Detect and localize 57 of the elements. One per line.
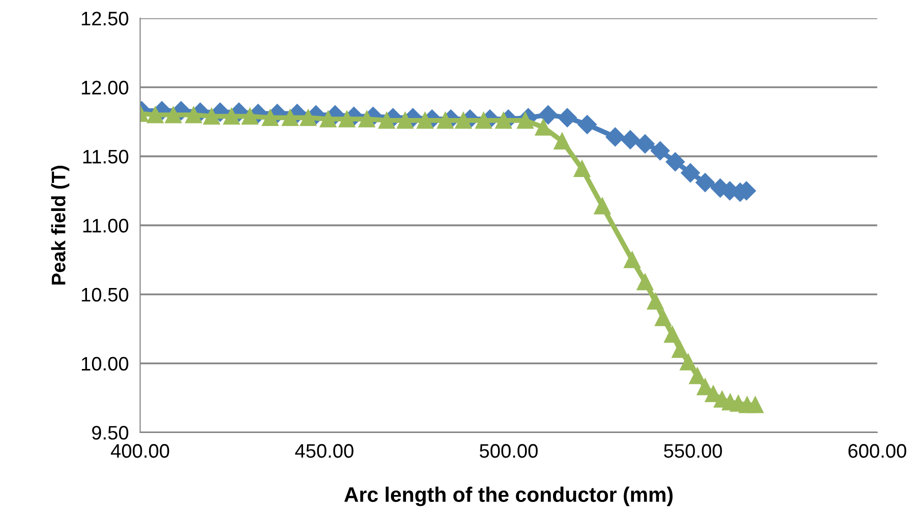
x-tick-label: 500.00 [480,444,538,458]
y-tick-label: 10.00 [82,356,128,371]
x-tick-label: 400.00 [110,444,170,458]
point [282,109,298,126]
point [624,252,640,268]
point [358,110,376,128]
point [664,326,681,343]
point [574,160,590,178]
point [666,152,685,172]
y-tick-label: 12.00 [82,80,128,95]
point [164,106,182,124]
x-tick-label: 550.00 [664,444,722,458]
point [680,354,697,370]
point [696,173,715,192]
point [672,341,688,358]
y-tick-label: 11.00 [83,218,128,233]
point [538,105,558,124]
point [455,112,472,129]
point [636,274,654,290]
point [535,118,552,136]
x-axis-title: Arc length of the conductor (mm) [344,486,673,506]
point [378,112,396,129]
point [262,109,279,126]
point [689,367,706,384]
y-tick-label: 12.50 [82,12,128,26]
point [650,141,670,160]
y-tick-label: 10.50 [82,288,128,302]
point [223,108,240,125]
point [578,115,597,134]
point [647,292,664,310]
point [338,110,356,128]
point [594,198,611,214]
point [146,106,164,124]
point [654,310,672,326]
point [558,108,577,128]
point [300,109,317,126]
point [746,396,764,414]
point [242,108,258,125]
y-tick-label: 11.50 [83,150,128,164]
point [185,106,202,124]
point [475,112,492,129]
point [636,134,655,154]
point [416,112,434,129]
y-tick-label: 9.50 [92,426,128,440]
point [203,108,220,125]
point [680,163,700,182]
x-tick-label: 450.00 [295,444,354,458]
y-axis-title: Peak field (T) [51,166,70,285]
point [516,112,534,129]
point [554,132,570,150]
point [320,110,336,128]
point [396,112,414,129]
point [606,127,625,147]
point [620,130,640,150]
point [495,112,512,129]
point [436,112,454,129]
x-tick-label: 600.00 [848,444,906,458]
